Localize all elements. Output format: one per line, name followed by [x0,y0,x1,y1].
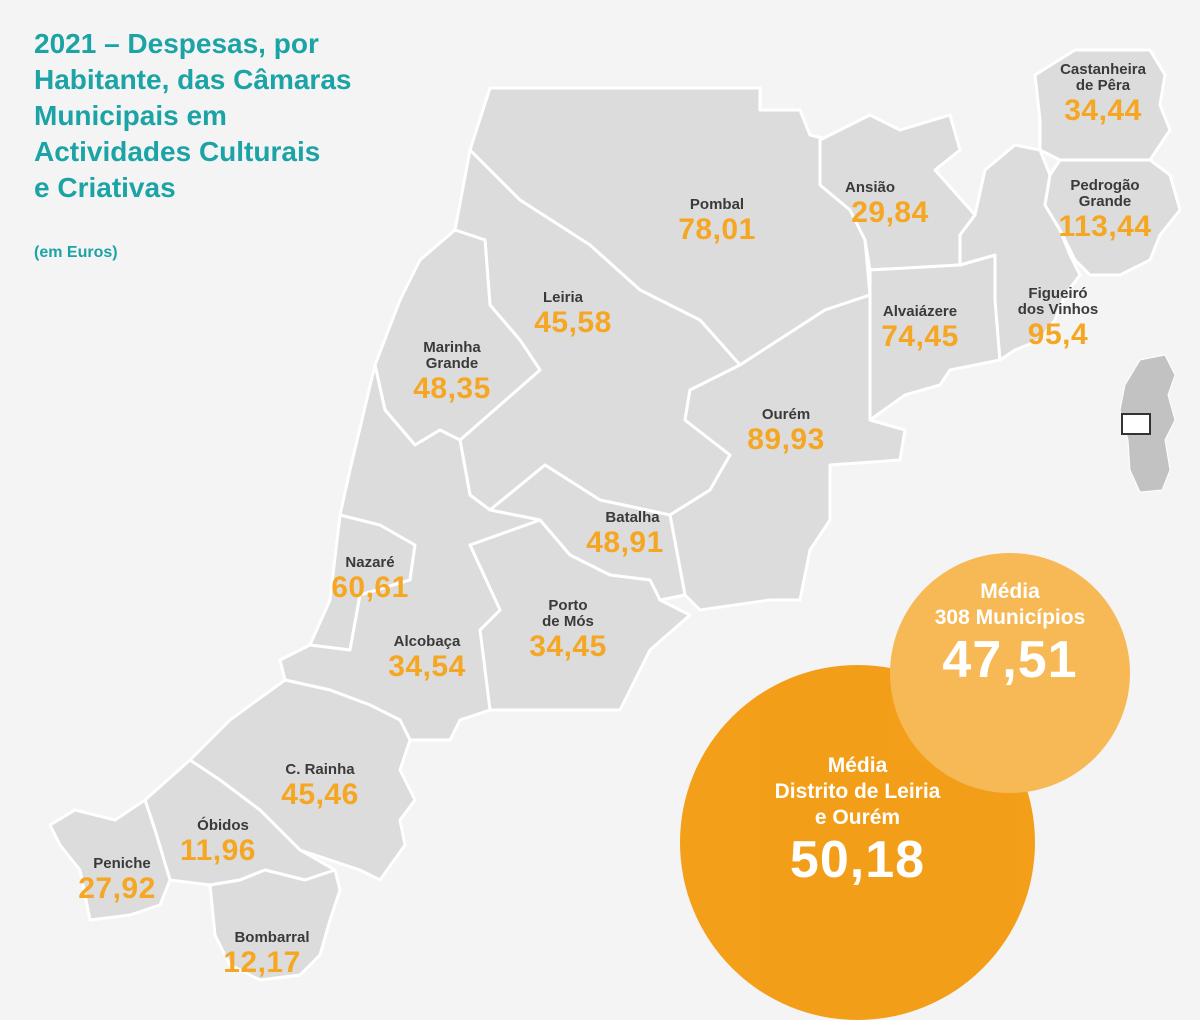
title-line-1: 2021 – Despesas, por [34,28,319,59]
label-pedrogao: Pedrogão Grande 113,44 [1058,178,1151,244]
title-line-4: Actividades Culturais [34,136,321,167]
map-title: 2021 – Despesas, por Habitante, das Câma… [34,26,434,206]
label-porto-de-mos: Porto de Mós 34,45 [529,598,607,664]
name-ansiao: Ansião [844,179,896,196]
name-castanheira: Castanheira de Pêra [1060,61,1146,94]
value-porto-de-mos: 34,45 [529,630,607,663]
value-bombarral: 12,17 [223,946,301,979]
region-peniche[interactable] [48,798,172,922]
name-nazare: Nazaré [345,554,395,571]
title-line-2: Habitante, das Câmaras [34,64,352,95]
label-obidos: Óbidos 11,96 [180,818,256,868]
label-batalha: Batalha 48,91 [586,510,664,560]
value-castanheira: 34,44 [1064,94,1142,127]
value-obidos: 11,96 [180,834,256,867]
value-ourem: 89,93 [747,423,825,456]
value-marinha-grande: 48,35 [413,372,491,405]
label-marinha-grande: Marinha Grande 48,35 [413,340,491,406]
label-alcobaca: Alcobaça 34,54 [388,634,466,684]
name-obidos: Óbidos [197,817,249,834]
name-batalha: Batalha [605,509,660,526]
label-figueiro: Figueiró dos Vinhos 95,4 [1018,286,1099,352]
label-leiria: Leiria 45,58 [514,290,612,340]
region-castanheira[interactable] [1033,48,1172,162]
name-alvaiazere: Alvaiázere [882,303,958,320]
title-line-5: e Criativas [34,172,176,203]
label-peniche: Peniche 27,92 [78,855,156,906]
label-bombarral: Bombarral 12,17 [223,930,321,980]
name-alcobaca: Alcobaça [393,633,461,650]
national-average-circle: Média 308 Municípios 47,51 [890,553,1130,793]
value-pedrogao: 113,44 [1058,210,1152,243]
value-caldas-rainha: 45,46 [281,778,359,811]
locator-box [1121,413,1151,435]
title-line-3: Municipais em [34,100,227,131]
name-caldas-rainha: C. Rainha [285,761,355,778]
district-average-label: Média Distrito de Leiria e Ourém [774,754,941,829]
value-alcobaca: 34,54 [388,650,466,683]
value-ansiao: 29,84 [851,196,929,229]
national-average-label: Média 308 Municípios [934,580,1086,629]
value-leiria: 45,58 [534,306,612,339]
unit-subtitle: (em Euros) [34,244,118,261]
name-peniche: Peniche [93,855,151,872]
label-castanheira: Castanheira de Pêra 34,44 [1060,62,1146,128]
name-porto-de-mos: Porto de Mós [542,597,594,630]
label-ansiao: Ansião 29,84 [811,180,929,230]
name-bombarral: Bombarral [234,929,310,946]
value-peniche: 27,92 [78,872,156,905]
district-average-value: 50,18 [789,831,926,889]
label-alvaiazere: Alvaiázere 74,45 [881,304,959,354]
portugal-locator-map [1119,354,1176,493]
label-pombal: Pombal 78,01 [678,197,756,247]
label-caldas-rainha: C. Rainha 45,46 [281,762,359,812]
name-pedrogao: Pedrogão Grande [1070,177,1140,210]
label-nazare: Nazaré 60,61 [331,555,409,605]
value-batalha: 48,91 [586,526,664,559]
region-bombarral[interactable] [208,868,342,982]
value-nazare: 60,61 [331,571,409,604]
label-ourem: Ourém 89,93 [747,407,825,457]
value-alvaiazere: 74,45 [881,320,959,353]
value-pombal: 78,01 [678,213,756,246]
name-pombal: Pombal [689,196,745,213]
name-figueiro: Figueiró dos Vinhos [1017,285,1099,318]
value-figueiro: 95,4 [1027,318,1089,351]
name-leiria: Leiria [542,289,584,306]
region-ourem[interactable] [668,293,907,612]
national-average-value: 47,51 [942,631,1078,689]
name-ourem: Ourém [761,406,811,423]
name-marinha-grande: Marinha Grande [423,339,481,372]
